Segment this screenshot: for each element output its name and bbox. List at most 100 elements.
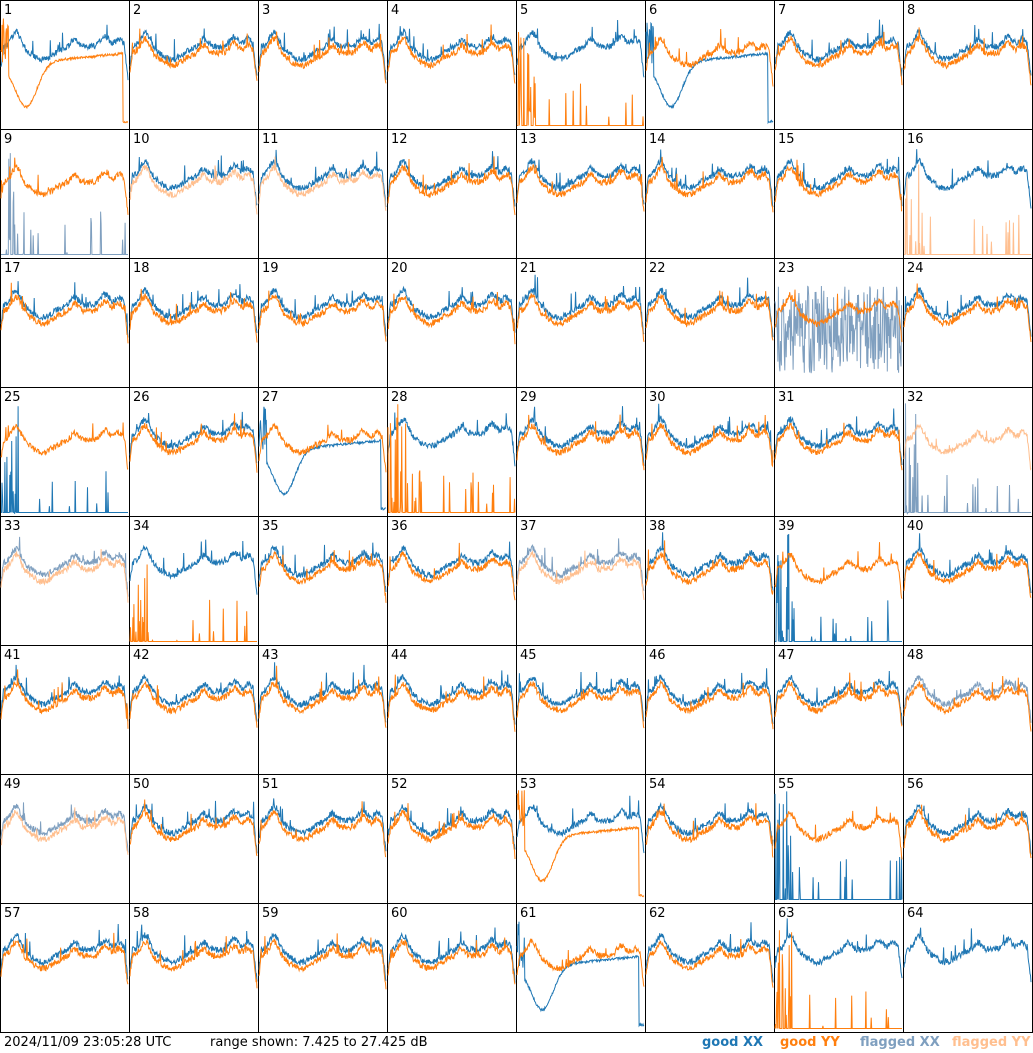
spectrum-panel <box>387 516 517 646</box>
yy-trace <box>0 422 129 470</box>
xx-trace <box>775 533 902 642</box>
yy-trace <box>645 290 774 341</box>
spectrum-panel <box>516 387 646 517</box>
yy-trace <box>129 288 258 343</box>
panel-frame <box>387 0 517 130</box>
yy-trace <box>258 422 387 473</box>
yy-trace <box>387 291 516 345</box>
spectrum-panel <box>516 129 646 259</box>
xx-trace <box>0 664 129 722</box>
yy-trace <box>387 937 516 985</box>
panel-number: 56 <box>907 777 924 792</box>
range-readout: range shown: 7.425 to 27.425 dB <box>210 1035 428 1050</box>
spectrum-panel <box>774 258 904 388</box>
xx-trace <box>387 670 516 725</box>
xx-trace <box>129 284 258 333</box>
panel-frame <box>0 774 130 904</box>
panel-frame <box>774 0 904 130</box>
panel-number: 60 <box>391 906 408 921</box>
yy-trace <box>903 804 1032 859</box>
xx-trace <box>645 149 774 208</box>
panel-frame <box>774 516 904 646</box>
panel-number: 37 <box>520 519 537 534</box>
panel-frame <box>516 129 646 259</box>
spectrum-panel <box>0 258 130 388</box>
xx-trace <box>258 287 387 337</box>
xx-trace <box>903 24 1032 76</box>
panel-number: 48 <box>907 648 924 663</box>
panel-number: 54 <box>649 777 666 792</box>
yy-trace <box>903 27 1032 86</box>
panel-frame <box>645 903 775 1033</box>
panel-number: 59 <box>262 906 279 921</box>
panel-number: 61 <box>520 906 537 921</box>
panel-number: 12 <box>391 132 408 147</box>
yy-trace <box>903 551 1032 598</box>
yy-trace <box>0 18 128 124</box>
spectrum-panel <box>258 903 388 1033</box>
panel-number: 22 <box>649 261 666 276</box>
xx-trace <box>387 285 516 333</box>
xx-trace <box>387 26 516 75</box>
panel-frame <box>645 387 775 517</box>
yy-trace <box>258 933 387 990</box>
panel-frame <box>0 645 130 775</box>
yy-trace <box>129 28 258 81</box>
panel-frame <box>903 774 1033 904</box>
spectrum-panel <box>903 645 1033 775</box>
panel-frame <box>903 387 1033 517</box>
xx-trace <box>516 671 645 722</box>
xx-trace <box>903 803 1032 855</box>
xx-trace <box>0 24 129 81</box>
xx-trace <box>645 21 774 125</box>
panel-number: 53 <box>520 777 537 792</box>
panel-frame <box>387 516 517 646</box>
panel-frame <box>903 903 1033 1033</box>
spectrum-panel <box>258 129 388 259</box>
yy-trace <box>258 290 387 342</box>
panel-frame <box>258 516 388 646</box>
xx-trace <box>258 406 387 511</box>
spectrum-panel <box>903 774 1033 904</box>
panel-number: 33 <box>4 519 21 534</box>
yy-trace <box>0 669 129 729</box>
panel-number: 41 <box>4 648 21 663</box>
spectrum-panel <box>258 387 388 517</box>
panel-frame <box>0 516 130 646</box>
panel-frame <box>258 903 388 1033</box>
legend-good-yy: good YY <box>780 1035 840 1050</box>
spectrum-panel <box>387 129 517 259</box>
yy-trace <box>0 807 129 855</box>
spectrum-panel <box>774 903 904 1033</box>
spectrum-panel <box>774 774 904 904</box>
spectrum-panel <box>0 129 130 259</box>
xx-trace <box>645 532 774 591</box>
spectrum-panel <box>645 387 775 517</box>
yy-trace <box>774 542 903 599</box>
panel-frame <box>516 903 646 1033</box>
xx-trace <box>387 927 516 983</box>
yy-trace <box>258 31 387 84</box>
spectrum-panel <box>645 645 775 775</box>
panel-number: 3 <box>262 3 271 18</box>
panel-number: 1 <box>4 3 13 18</box>
spectrum-panel <box>774 387 904 517</box>
panel-frame <box>516 516 646 646</box>
xx-trace <box>387 804 516 850</box>
xx-trace <box>645 668 774 724</box>
panel-number: 30 <box>649 390 666 405</box>
spectrum-panel <box>129 0 259 130</box>
xx-trace <box>516 274 645 335</box>
panel-frame <box>0 0 130 130</box>
panel-frame <box>129 774 259 904</box>
yy-trace <box>129 680 258 728</box>
xx-trace <box>516 795 645 854</box>
panel-frame <box>645 129 775 259</box>
yy-trace <box>0 157 129 215</box>
xx-trace <box>0 536 129 597</box>
spectrum-panel <box>645 516 775 646</box>
xx-trace <box>258 542 387 592</box>
panel-frame <box>774 129 904 259</box>
xx-trace <box>774 791 903 900</box>
